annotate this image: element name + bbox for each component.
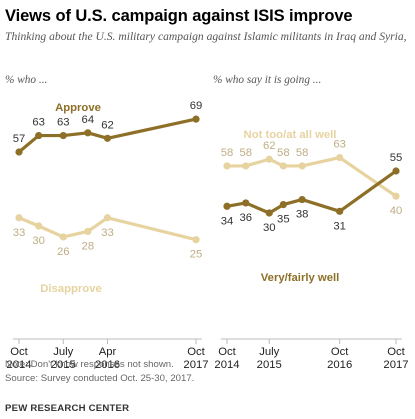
data-label: 26 bbox=[57, 246, 70, 258]
source-note: Source: Survey conducted Oct. 25-30, 201… bbox=[5, 373, 195, 384]
data-point bbox=[336, 207, 344, 215]
x-tick-label: Oct bbox=[218, 346, 236, 358]
data-label: 63 bbox=[333, 139, 346, 151]
right-panel-label: % who say it is going ... bbox=[213, 74, 322, 86]
chart-title: Views of U.S. campaign against ISIS impr… bbox=[5, 7, 353, 25]
data-point bbox=[192, 236, 200, 244]
data-point bbox=[84, 129, 92, 137]
data-point bbox=[265, 209, 273, 217]
x-tick-label: 2016 bbox=[95, 359, 120, 371]
x-tick-label: 2017 bbox=[383, 359, 408, 371]
data-point bbox=[265, 155, 273, 163]
data-point bbox=[336, 153, 344, 162]
data-point bbox=[392, 167, 400, 175]
data-point bbox=[35, 222, 43, 230]
x-tick-label: 2016 bbox=[327, 359, 352, 371]
data-label: 31 bbox=[333, 220, 346, 232]
data-label: 30 bbox=[263, 222, 276, 234]
series-label: Disapprove bbox=[40, 283, 102, 295]
data-point bbox=[279, 162, 287, 170]
data-label: 63 bbox=[32, 117, 45, 129]
x-tick-label: 2014 bbox=[214, 359, 239, 371]
data-label: 35 bbox=[277, 214, 290, 226]
data-point bbox=[103, 214, 112, 222]
x-tick-label: Oct bbox=[10, 346, 28, 358]
footnote: Note: Don't know responses not shown. bbox=[5, 359, 174, 370]
data-label: 57 bbox=[13, 133, 26, 145]
data-point bbox=[279, 201, 287, 209]
x-tick-label: 2014 bbox=[6, 359, 31, 371]
data-label: 30 bbox=[32, 235, 45, 247]
data-point bbox=[298, 195, 306, 204]
data-label: 38 bbox=[296, 209, 309, 221]
series-label: Very/fairly well bbox=[261, 272, 340, 284]
data-label: 63 bbox=[57, 117, 70, 129]
left-panel-label: % who ... bbox=[5, 74, 48, 86]
data-label: 58 bbox=[277, 147, 290, 159]
x-tick-label: Oct bbox=[331, 346, 349, 358]
x-tick-label: July bbox=[53, 346, 73, 358]
data-label: 40 bbox=[390, 205, 403, 217]
data-point bbox=[59, 233, 67, 241]
data-label: 34 bbox=[221, 215, 234, 227]
data-point bbox=[15, 148, 23, 156]
data-point bbox=[103, 134, 112, 142]
x-tick-label: 2015 bbox=[257, 359, 282, 371]
series-line bbox=[17, 117, 197, 154]
data-point bbox=[35, 131, 43, 140]
data-point bbox=[192, 115, 200, 123]
data-point bbox=[223, 162, 231, 170]
data-label: 55 bbox=[390, 152, 403, 164]
data-point bbox=[15, 214, 23, 222]
data-label: 58 bbox=[296, 147, 309, 159]
x-tick-label: 2017 bbox=[183, 359, 208, 371]
data-point bbox=[298, 162, 306, 170]
data-label: 62 bbox=[263, 140, 276, 152]
x-tick-label: Oct bbox=[187, 346, 205, 358]
series-label: Not too/at all well bbox=[244, 129, 337, 141]
data-point bbox=[242, 162, 250, 170]
x-tick-label: Oct bbox=[387, 346, 405, 358]
x-tick-label: July bbox=[259, 346, 279, 358]
chart-subtitle: Thinking about the U.S. military campaig… bbox=[5, 30, 407, 43]
organization-name: PEW RESEARCH CENTER bbox=[5, 403, 130, 414]
data-label: 28 bbox=[82, 240, 95, 252]
data-label: 33 bbox=[101, 227, 114, 239]
data-point bbox=[59, 131, 67, 140]
data-label: 25 bbox=[190, 249, 203, 261]
data-label: 58 bbox=[239, 147, 252, 159]
data-point bbox=[392, 192, 400, 200]
data-label: 62 bbox=[101, 119, 114, 131]
data-label: 64 bbox=[82, 114, 95, 126]
series-label: Approve bbox=[55, 102, 101, 114]
data-label: 33 bbox=[13, 227, 26, 239]
x-tick-label: Apr bbox=[99, 346, 117, 358]
x-tick-label: 2015 bbox=[51, 359, 76, 371]
data-label: 36 bbox=[239, 212, 252, 224]
data-point bbox=[242, 199, 250, 207]
data-label: 58 bbox=[221, 147, 234, 159]
data-label: 69 bbox=[190, 100, 203, 112]
data-point bbox=[223, 202, 231, 210]
data-point bbox=[84, 227, 92, 236]
